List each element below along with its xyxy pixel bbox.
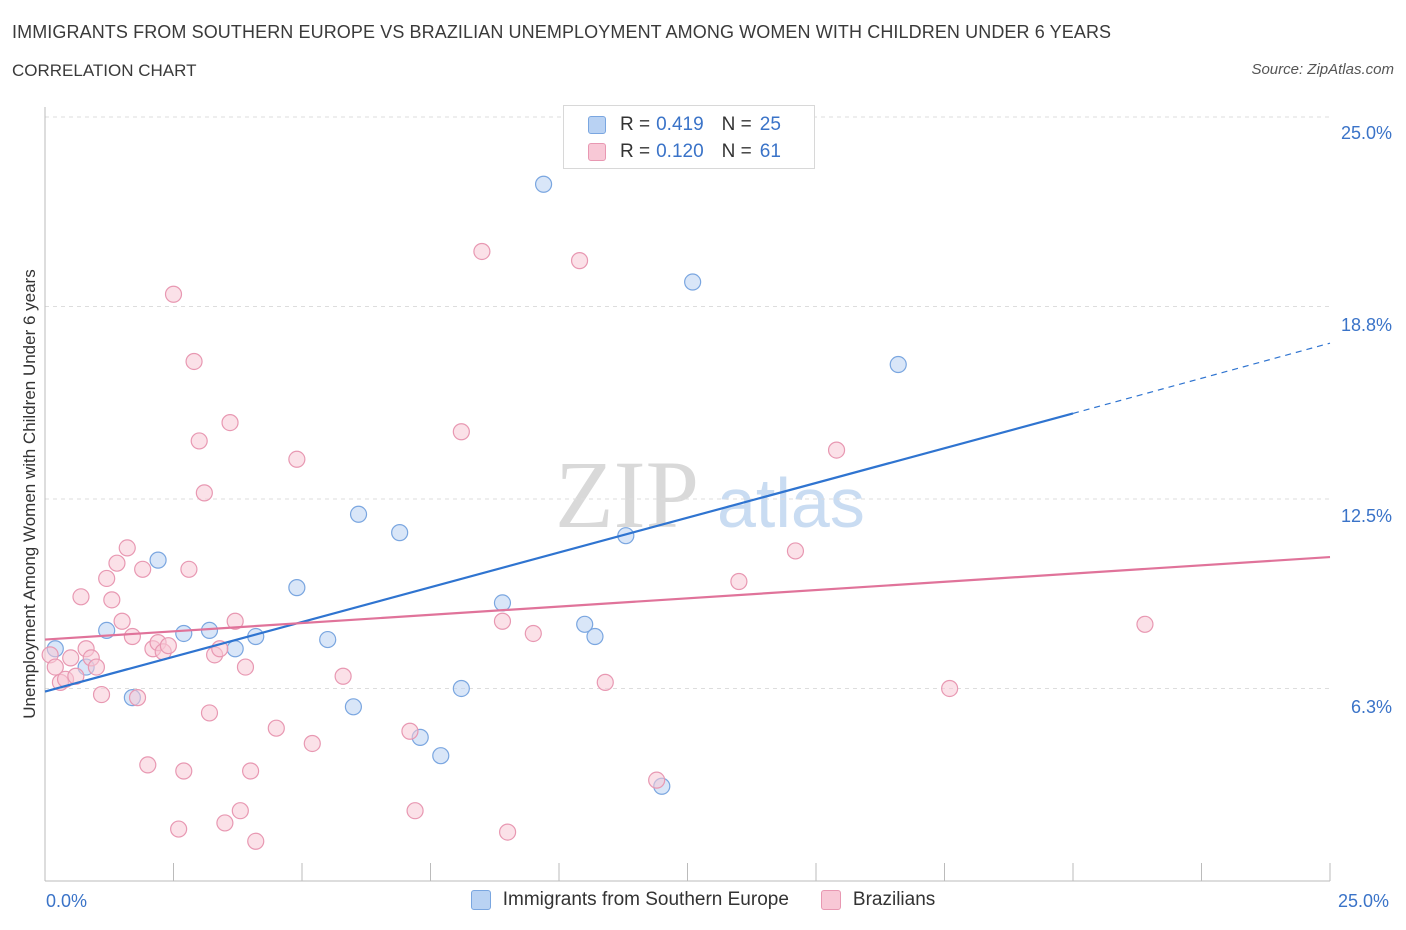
point-brazilians xyxy=(334,667,352,685)
point-brazilians xyxy=(103,591,121,609)
point-brazilians xyxy=(473,242,491,261)
point-brazilians xyxy=(226,612,244,630)
series-legend-brazilians: Brazilians xyxy=(820,889,936,911)
point-brazilians xyxy=(786,542,805,560)
point-brazilians xyxy=(221,414,239,432)
legend-row-brazilians: R = 0.120 N = 61 xyxy=(588,140,781,164)
point-brazilians xyxy=(108,554,126,572)
point-brazilians xyxy=(98,569,116,588)
point-brazilians xyxy=(596,673,614,691)
point-brazilians xyxy=(92,685,111,704)
y-tick-label: 12.5% xyxy=(1340,506,1392,526)
point-brazilians xyxy=(267,719,285,737)
point-brazilians xyxy=(180,560,198,578)
legend-n-value: 61 xyxy=(759,141,781,162)
x-tick-label: 0.0% xyxy=(46,891,88,911)
point-immigrants xyxy=(175,624,193,643)
y-axis-label: Unemployment Among Women with Children U… xyxy=(20,269,39,719)
point-brazilians xyxy=(72,588,90,606)
point-brazilians xyxy=(134,560,152,578)
point-brazilians xyxy=(113,612,131,630)
point-immigrants xyxy=(319,630,337,649)
point-brazilians xyxy=(190,432,208,450)
point-brazilians xyxy=(236,658,255,676)
point-brazilians xyxy=(288,450,306,468)
point-brazilians xyxy=(730,572,748,591)
series-swatch-pink xyxy=(820,890,841,910)
series-label: Immigrants from Southern Europe xyxy=(502,889,789,910)
y-tick-label: 6.3% xyxy=(1350,697,1392,717)
point-immigrants xyxy=(889,355,907,374)
point-brazilians xyxy=(941,679,959,698)
series-label: Brazilians xyxy=(852,889,936,910)
point-immigrants xyxy=(586,627,604,646)
point-brazilians xyxy=(200,704,219,722)
point-immigrants xyxy=(432,747,450,765)
point-immigrants xyxy=(684,273,702,291)
legend-r-label: R = xyxy=(620,141,651,162)
legend-swatch-pink xyxy=(588,143,606,161)
point-brazilians xyxy=(185,352,203,371)
legend-r-value: 0.120 xyxy=(656,141,704,162)
legend-swatch-blue xyxy=(588,116,606,134)
point-brazilians xyxy=(524,624,542,643)
point-brazilians xyxy=(827,441,846,459)
point-brazilians xyxy=(46,658,64,676)
point-immigrants xyxy=(452,679,470,698)
point-brazilians xyxy=(493,612,512,630)
series-legend-immigrants: Immigrants from Southern Europe xyxy=(470,889,789,911)
point-brazilians xyxy=(648,771,666,789)
point-brazilians xyxy=(499,823,517,841)
legend-r-value: 0.419 xyxy=(656,114,704,135)
point-brazilians xyxy=(123,627,141,646)
point-brazilians xyxy=(159,637,177,655)
source-credit: Source: ZipAtlas.com xyxy=(1251,61,1394,78)
point-immigrants xyxy=(391,524,409,542)
point-brazilians xyxy=(401,722,419,740)
point-brazilians xyxy=(303,734,321,753)
point-immigrants xyxy=(534,175,553,193)
point-immigrants xyxy=(576,615,594,633)
legend-row-immigrants: R = 0.419 N = 25 xyxy=(588,113,781,137)
legend-n-value: 25 xyxy=(759,114,781,135)
point-brazilians xyxy=(164,285,183,303)
point-immigrants xyxy=(149,551,167,569)
point-brazilians xyxy=(195,484,213,502)
y-tick-label: 25.0% xyxy=(1340,123,1392,143)
point-brazilians xyxy=(62,649,80,667)
point-immigrants xyxy=(493,594,512,612)
legend-n-label: N = xyxy=(721,114,752,135)
x-tick-label: 25.0% xyxy=(1338,891,1390,911)
series-swatch-blue xyxy=(470,890,491,910)
legend-r-label: R = xyxy=(620,114,651,135)
y-tick-label: 18.8% xyxy=(1340,315,1392,335)
point-brazilians xyxy=(87,658,106,676)
point-immigrants xyxy=(226,640,244,658)
trendline-brazilians xyxy=(44,555,1331,641)
point-immigrants xyxy=(349,505,368,523)
chart-subtitle: CORRELATION CHART xyxy=(12,61,197,80)
point-brazilians xyxy=(128,689,147,707)
point-brazilians xyxy=(139,756,157,774)
point-brazilians xyxy=(570,252,589,270)
point-brazilians xyxy=(170,820,188,838)
trendline-immigrants-extension xyxy=(1072,342,1331,415)
point-brazilians xyxy=(118,539,136,557)
point-brazilians xyxy=(242,762,260,780)
legend-n-label: N = xyxy=(721,141,752,162)
point-immigrants xyxy=(288,579,306,597)
point-brazilians xyxy=(231,802,249,820)
chart-title: IMMIGRANTS FROM SOUTHERN EUROPE VS BRAZI… xyxy=(12,22,1112,42)
point-brazilians xyxy=(216,814,234,832)
trendline-immigrants xyxy=(44,412,1074,693)
point-brazilians xyxy=(406,802,424,820)
point-brazilians xyxy=(175,762,193,780)
point-immigrants xyxy=(344,698,362,716)
point-brazilians xyxy=(1136,615,1154,633)
point-brazilians xyxy=(247,832,265,850)
series-legend: Immigrants from Southern Europe Brazilia… xyxy=(0,889,1406,911)
correlation-legend: R = 0.419 N = 25 R = 0.120 N = 61 xyxy=(563,105,815,169)
point-brazilians xyxy=(452,423,470,441)
